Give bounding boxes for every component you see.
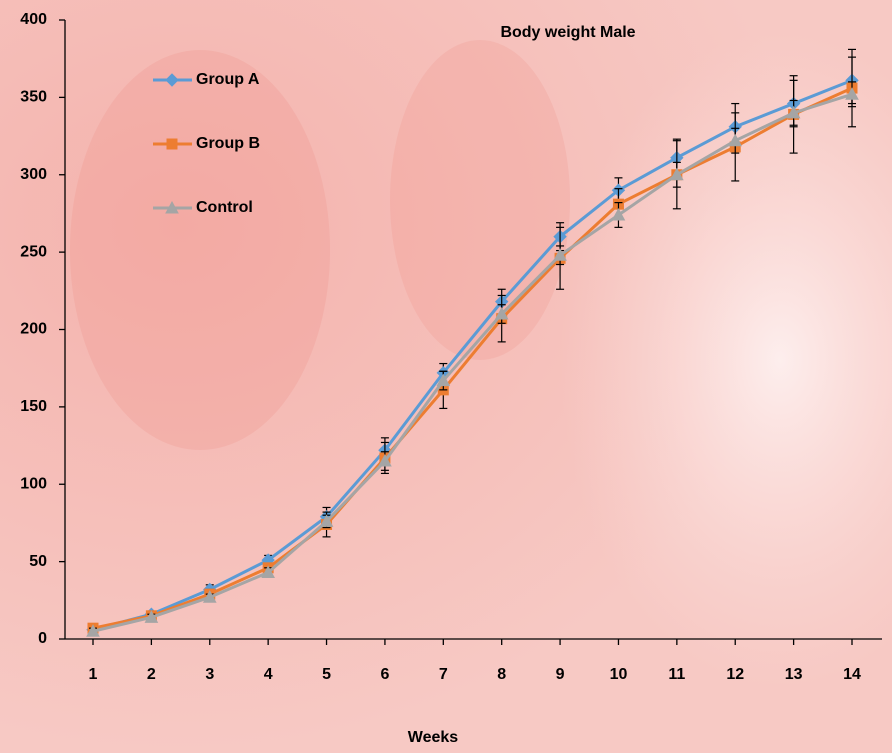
chart-title: Body weight Male — [500, 24, 635, 41]
y-tick-label: 50 — [29, 553, 47, 570]
x-tick-label: 3 — [205, 666, 214, 683]
y-tick-label: 0 — [38, 630, 47, 647]
background-blob — [390, 40, 570, 360]
legend-label: Group B — [196, 135, 260, 152]
x-tick-label: 7 — [439, 666, 448, 683]
x-tick-label: 5 — [322, 666, 331, 683]
x-tick-label: 9 — [556, 666, 565, 683]
legend-label: Control — [196, 199, 253, 216]
y-tick-label: 200 — [20, 321, 47, 338]
y-tick-label: 250 — [20, 243, 47, 260]
x-tick-label: 11 — [668, 666, 685, 683]
y-tick-label: 300 — [20, 166, 47, 183]
x-tick-label: 13 — [785, 666, 803, 683]
chart: Body weight Male Weeks 0 50 100 150 200 250 30… — [0, 0, 892, 753]
y-tick-label: 350 — [20, 89, 47, 106]
background-blob — [70, 50, 330, 450]
legend-marker — [167, 139, 177, 149]
x-axis-title: Weeks — [408, 729, 459, 746]
x-tick-label: 4 — [264, 666, 273, 683]
x-tick-label: 1 — [89, 666, 98, 683]
y-tick-label: 150 — [20, 398, 47, 415]
x-tick-label: 6 — [380, 666, 389, 683]
y-tick-label: 400 — [20, 11, 47, 28]
x-tick-label: 12 — [726, 666, 744, 683]
x-tick-label: 2 — [147, 666, 156, 683]
x-tick-label: 10 — [610, 666, 628, 683]
x-tick-label: 8 — [497, 666, 506, 683]
x-tick-label: 14 — [843, 666, 861, 683]
legend-label: Group A — [196, 71, 260, 88]
y-tick-label: 100 — [20, 475, 47, 492]
